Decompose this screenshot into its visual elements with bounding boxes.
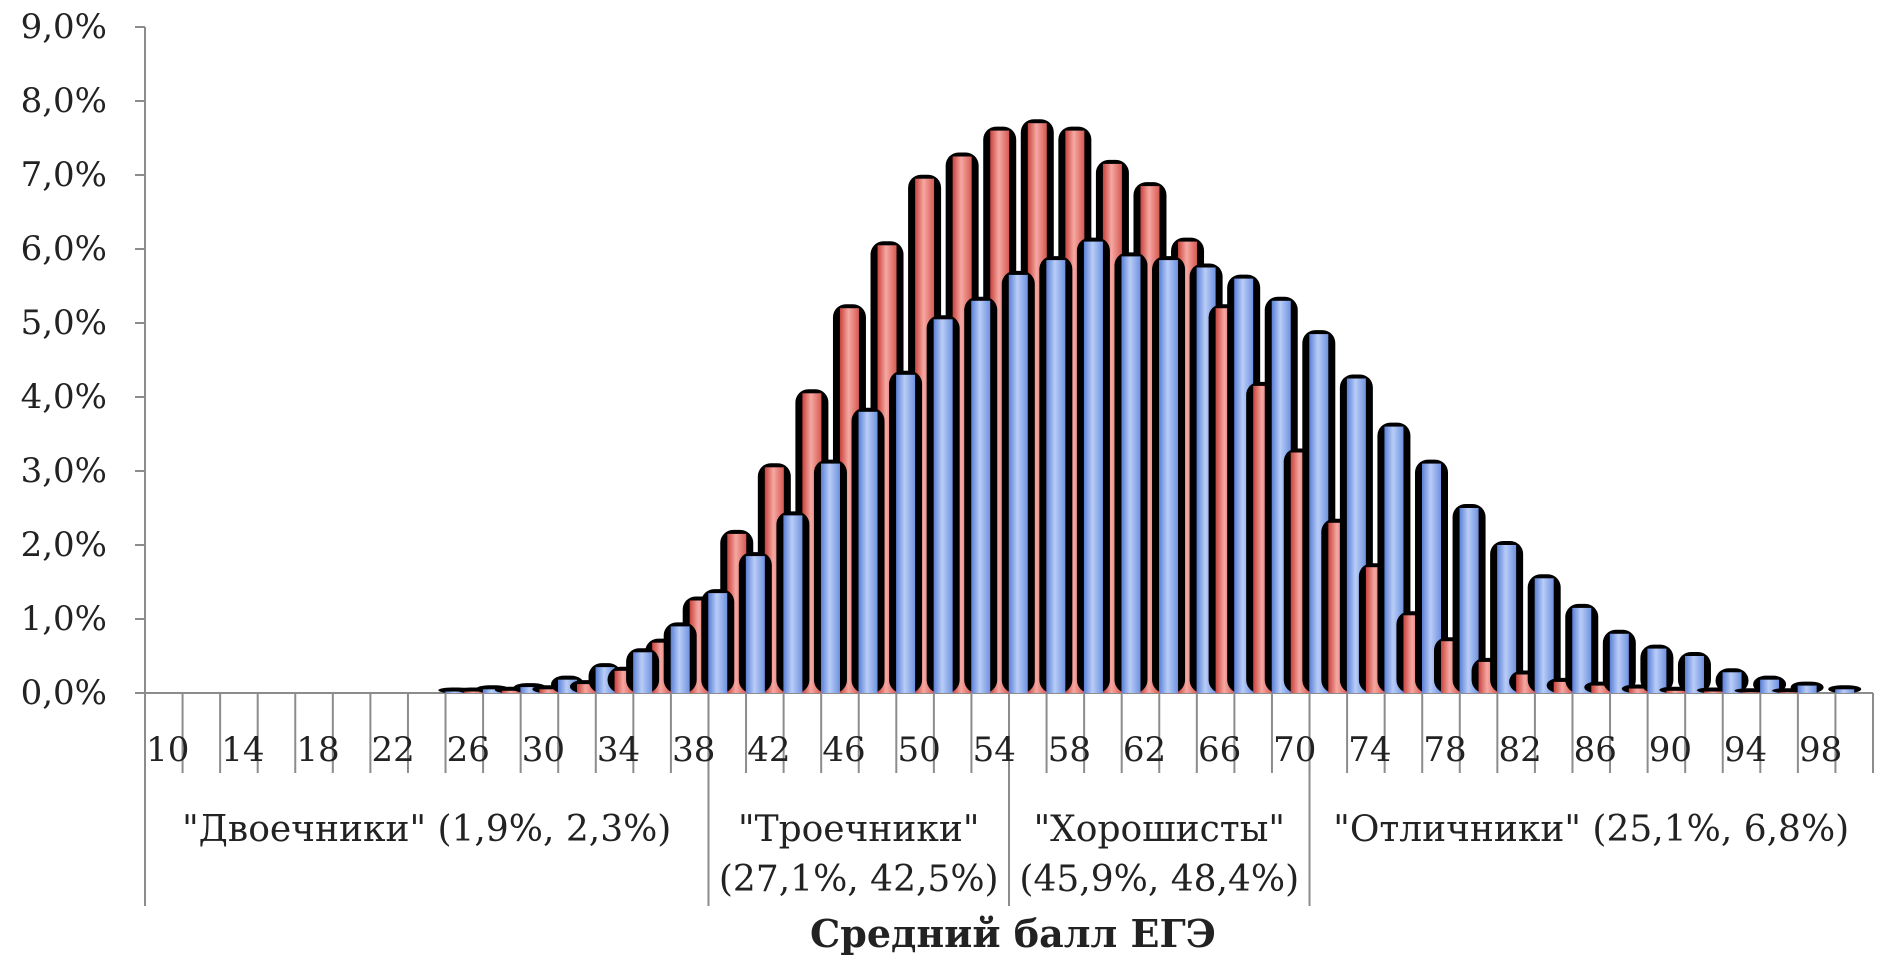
bar-series-blue (933, 319, 953, 693)
bar-series-blue (1572, 607, 1592, 693)
x-tick-label: 90 (1649, 730, 1692, 770)
x-tick-label: 50 (897, 730, 940, 770)
bar-series-blue (1046, 260, 1066, 693)
bar-series-blue (1684, 656, 1704, 693)
bar-series-red (464, 691, 484, 693)
x-tick-label: 46 (822, 730, 865, 770)
bar-series-blue (1121, 256, 1141, 693)
x-tick-label: 34 (597, 730, 640, 770)
x-tick-label: 82 (1498, 730, 1541, 770)
bar-series-red (501, 690, 521, 693)
x-tick-label: 22 (372, 730, 415, 770)
x-tick-label: 26 (447, 730, 490, 770)
bar-series-red (1553, 681, 1573, 693)
y-tick-label: 1,0% (21, 599, 107, 639)
bar-series-blue (1835, 689, 1855, 693)
bar-series-blue (1422, 463, 1441, 693)
x-tick-label: 30 (522, 730, 565, 770)
x-tick-label: 74 (1348, 730, 1391, 770)
bar-series-red (1628, 688, 1648, 693)
y-tick-label: 7,0% (21, 155, 107, 195)
bar-series-blue (971, 300, 991, 693)
y-tick-label: 6,0% (21, 229, 107, 269)
bar-series-blue (1008, 274, 1028, 693)
bar-series-blue (708, 593, 728, 693)
y-tick-label: 5,0% (21, 303, 107, 343)
group-label-line1: "Хорошисты" (1034, 809, 1285, 850)
group-label: "Двоечники" (1,9%, 2,3%) (182, 809, 671, 850)
bar-series-blue (1497, 545, 1517, 693)
x-tick-label: 70 (1273, 730, 1316, 770)
bar-series-blue (1159, 260, 1179, 693)
bar-series-blue (1459, 508, 1479, 693)
x-tick-label: 94 (1724, 730, 1767, 770)
x-tick-label: 78 (1423, 730, 1466, 770)
x-tick-label: 54 (973, 730, 1016, 770)
y-tick-label: 8,0% (21, 81, 107, 121)
y-tick-label: 0,0% (21, 673, 107, 713)
bar-series-blue (445, 691, 465, 693)
bar-series-blue (1722, 672, 1742, 693)
bar-series-red (577, 684, 596, 693)
bar-series-blue (520, 687, 540, 693)
x-tick-label: 66 (1198, 730, 1241, 770)
bar-series-blue (783, 515, 803, 693)
x-tick-label: 86 (1574, 730, 1617, 770)
bar-series-red (1779, 692, 1799, 693)
y-tick-label: 4,0% (21, 377, 107, 417)
bar-series-blue (1083, 241, 1103, 693)
group-label-line1: "Троечники" (738, 809, 979, 850)
y-tick-label: 2,0% (21, 525, 107, 565)
labels-layer: 0,0% 1,0% 2,0% 3,0% 4,0% 5,0% 6,0% 7,0% 8,0% 9,0%… (21, 7, 1850, 956)
bar-series-blue (820, 463, 840, 693)
x-tick-label: 42 (747, 730, 790, 770)
bar-series-red (1666, 690, 1686, 693)
x-tick-label: 62 (1123, 730, 1166, 770)
bar-series-blue (1609, 633, 1629, 693)
bar-series-blue (1534, 578, 1554, 693)
y-tick-label: 9,0% (21, 7, 107, 47)
x-tick-label: 58 (1048, 730, 1091, 770)
x-tick-label: 10 (146, 730, 189, 770)
bar-series-blue (896, 374, 916, 693)
group-label: "Отличники" (25,1%, 6,8%) (1333, 809, 1849, 850)
group-label-line2: (45,9%, 48,4%) (1019, 859, 1299, 900)
x-tick-label: 98 (1799, 730, 1842, 770)
x-tick-label: 18 (296, 730, 339, 770)
group-label-line2: (27,1%, 42,5%) (719, 859, 999, 900)
x-tick-label: 14 (221, 730, 264, 770)
bar-series-blue (1647, 648, 1667, 693)
y-tick-label: 3,0% (21, 451, 107, 491)
bar-series-red (1703, 691, 1723, 693)
bar-series-blue (482, 689, 502, 693)
bar-series-blue (670, 626, 690, 693)
bar-series-blue (858, 411, 878, 693)
x-tick-label: 38 (672, 730, 715, 770)
bar-series-red (1741, 692, 1761, 693)
bar-series-blue (1797, 685, 1817, 693)
bar-series-blue (633, 652, 653, 693)
bars-layer (438, 119, 1862, 694)
bar-series-red (1591, 685, 1611, 693)
bar-series-red (539, 689, 559, 693)
bar-series-blue (745, 556, 765, 693)
x-axis-title: Средний балл ЕГЭ (810, 911, 1216, 956)
